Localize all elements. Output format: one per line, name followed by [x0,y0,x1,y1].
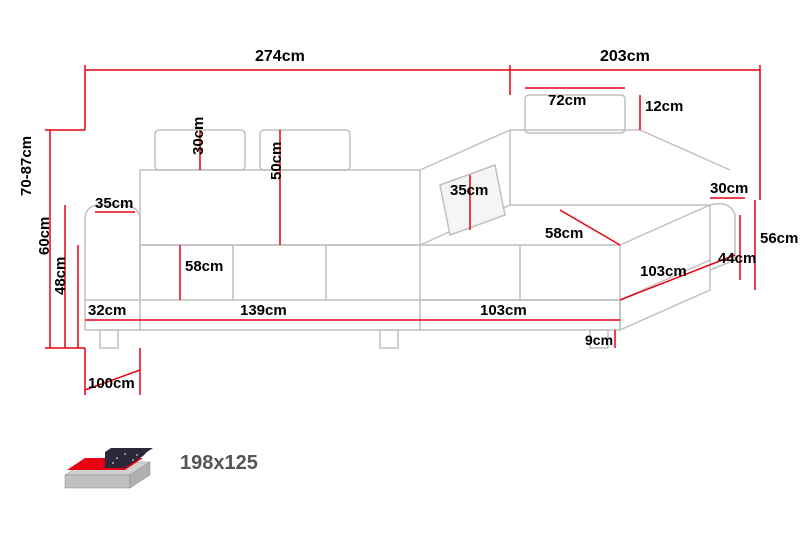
dim-12: 12cm [645,98,683,115]
dim-103-chaise: 103cm [640,263,687,280]
dim-48: 48cm [52,257,69,295]
dim-9: 9cm [585,332,613,348]
dim-56: 56cm [760,230,798,247]
dim-60: 60cm [36,217,53,255]
dim-30: 30cm [190,117,207,155]
dim-35-arm: 35cm [95,195,133,212]
dim-203: 203cm [600,48,650,66]
dim-103-seat: 103cm [480,302,527,319]
dim-274: 274cm [255,48,305,66]
furniture-dimension-diagram: 274cm 203cm 72cm 12cm 70-87cm 60cm 48cm … [0,0,800,533]
dim-100: 100cm [88,375,135,392]
dim-58-chaise: 58cm [545,225,583,242]
dim-32: 32cm [88,302,126,319]
dim-139: 139cm [240,302,287,319]
dim-30-right: 30cm [710,180,748,197]
dim-35-cushion: 35cm [450,182,488,199]
bed-size-label: 198x125 [180,452,258,475]
dim-58-left: 58cm [185,258,223,275]
sofa-bed-icon [55,440,175,515]
dim-72: 72cm [548,92,586,109]
dim-44: 44cm [718,250,756,267]
dim-50: 50cm [268,142,285,180]
dim-70-87: 70-87cm [18,136,35,196]
